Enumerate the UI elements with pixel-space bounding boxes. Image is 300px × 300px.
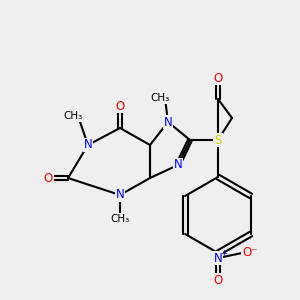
Text: O: O [44, 172, 52, 184]
Text: N: N [214, 251, 222, 265]
Text: N: N [164, 116, 172, 128]
Text: O: O [213, 274, 223, 286]
Text: O: O [116, 100, 124, 112]
Text: +: + [220, 248, 227, 257]
Text: N: N [84, 139, 92, 152]
Text: N: N [174, 158, 182, 172]
Text: N: N [116, 188, 124, 202]
Text: S: S [214, 134, 222, 146]
Text: O: O [213, 71, 223, 85]
Text: O⁻: O⁻ [242, 247, 258, 260]
Text: CH₃: CH₃ [110, 214, 130, 224]
Text: CH₃: CH₃ [150, 93, 170, 103]
Text: CH₃: CH₃ [63, 111, 82, 121]
